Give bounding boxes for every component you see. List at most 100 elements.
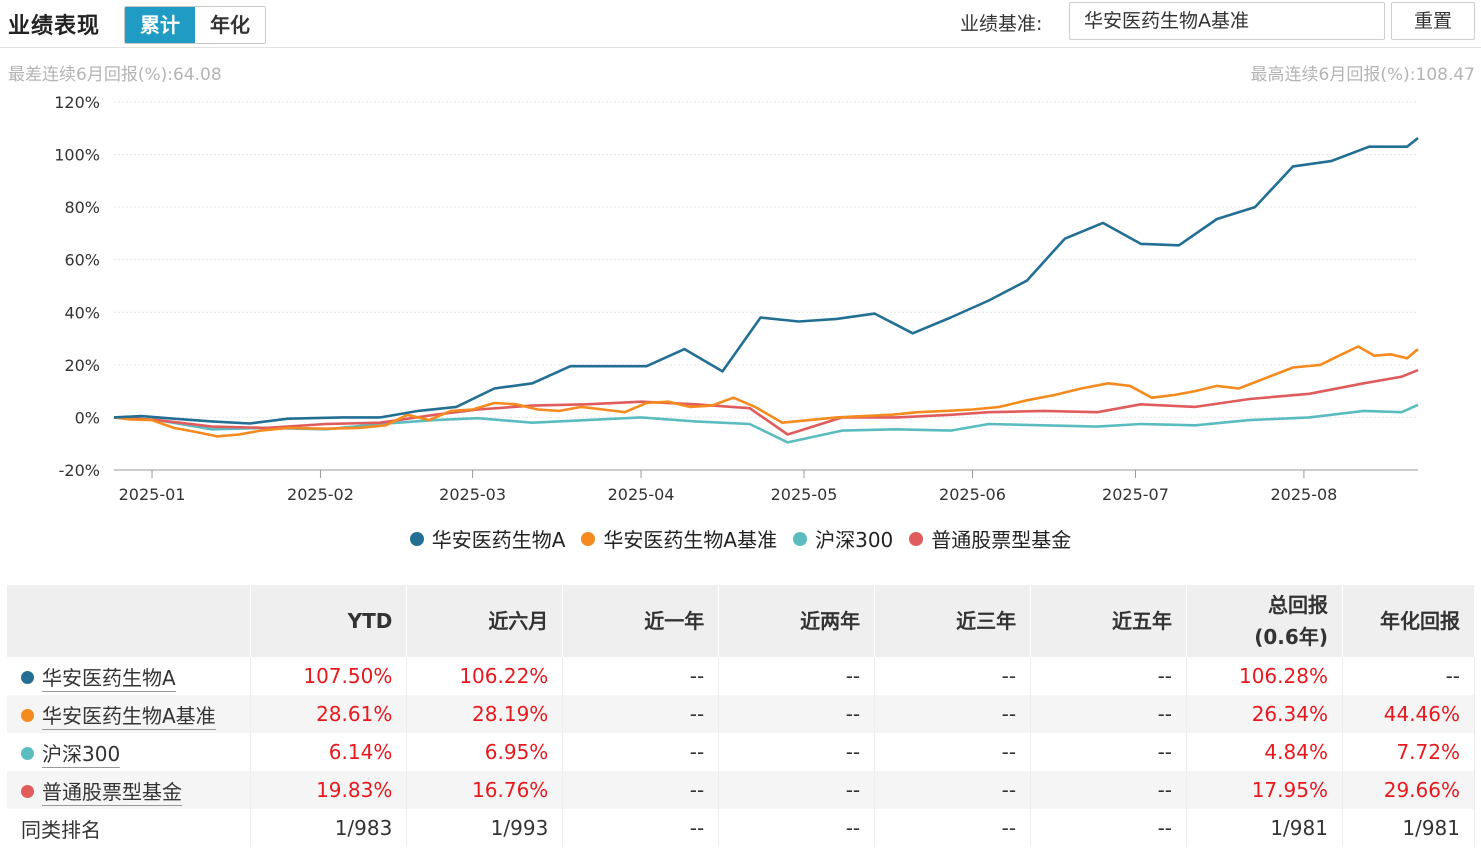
row-name-cell[interactable]: 普通股票型基金 [7, 771, 252, 809]
table-header-cell: YTD [250, 585, 408, 657]
table-cell: 1/983 [250, 809, 408, 847]
row-name-cell: 同类排名 [7, 809, 252, 847]
x-tick-label: 2025-05 [771, 485, 838, 504]
performance-chart[interactable]: -20% 0% 20% 40% 60% 80% 100% 120% 2025-01 2025-02… [0, 84, 1481, 514]
benchmark-select[interactable]: 华安医药生物A基准 [1069, 2, 1385, 40]
table-cell: 106.22% [406, 657, 564, 695]
table-cell: 1/981 [1342, 809, 1476, 847]
legend-label: 华安医药生物A [431, 528, 566, 552]
table-cell: -- [1030, 771, 1187, 809]
table-header-cell [7, 585, 252, 657]
legend-dot-icon [909, 531, 924, 546]
table-header-cell: 近一年 [562, 585, 720, 657]
section-title: 业绩表现 [8, 14, 101, 39]
y-tick-label: 0% [75, 408, 100, 427]
table-cell: -- [562, 695, 720, 733]
legend-item-3[interactable]: 普通股票型基金 [909, 524, 1071, 553]
table-cell: 29.66% [1342, 771, 1476, 809]
row-name-link[interactable]: 华安医药生物A [42, 665, 176, 692]
table-row: 普通股票型基金 19.83% 16.76% -- -- -- -- 17.95% 29.66% [7, 771, 1476, 809]
table-header-cell: 近六月 [406, 585, 564, 657]
row-name-cell[interactable]: 沪深300 [7, 733, 252, 771]
y-tick-label: 20% [64, 356, 100, 375]
row-name-link[interactable]: 沪深300 [42, 741, 121, 768]
table-row: 华安医药生物A基准 28.61% 28.19% -- -- -- -- 26.34% 44.46… [7, 695, 1476, 733]
x-tick-label: 2025-03 [439, 485, 506, 504]
y-tick-label: 100% [54, 146, 100, 165]
legend-item-2[interactable]: 沪深300 [793, 524, 893, 553]
table-cell: -- [1030, 809, 1187, 847]
table-row: 同类排名 1/983 1/993 -- -- -- -- 1/981 1/981 [7, 809, 1476, 847]
table-header-cell: 近两年 [718, 585, 876, 657]
table-cell: -- [874, 771, 1032, 809]
chart-legend: 华安医药生物A 华安医药生物A基准 沪深300 普通股票型基金 [0, 524, 1481, 553]
legend-label: 沪深300 [815, 528, 894, 552]
table-cell: 28.61% [250, 695, 408, 733]
table-cell: 7.72% [1342, 733, 1476, 771]
table-cell: 16.76% [406, 771, 564, 809]
series-line-1[interactable] [113, 345, 1419, 438]
tab-annualized[interactable]: 年化 [195, 7, 265, 43]
table-cell: -- [1342, 657, 1476, 695]
table-cell: 106.28% [1186, 657, 1343, 695]
reset-button[interactable]: 重置 [1391, 2, 1475, 40]
table-cell: -- [562, 809, 720, 847]
table-cell: -- [874, 809, 1032, 847]
table-cell: 1/993 [406, 809, 564, 847]
table-cell: 28.19% [406, 695, 564, 733]
y-tick-label: 60% [64, 251, 100, 270]
table-cell: -- [718, 809, 876, 847]
table-cell: -- [718, 733, 876, 771]
header: 业绩表现 累计 年化 业绩基准: 华安医药生物A基准 重置 [0, 0, 1481, 48]
table-cell: -- [1030, 733, 1187, 771]
row-dot-icon [21, 670, 34, 684]
row-name-link[interactable]: 普通股票型基金 [42, 779, 182, 806]
row-dot-icon [21, 708, 34, 722]
table-cell: -- [1030, 695, 1187, 733]
table-cell: -- [874, 695, 1032, 733]
table-header-cell: 年化回报 [1342, 585, 1476, 657]
series-line-2[interactable] [113, 403, 1419, 444]
table-cell: 44.46% [1342, 695, 1476, 733]
table-cell: -- [718, 657, 876, 695]
series-line-3[interactable] [113, 368, 1419, 436]
table-cell: 17.95% [1186, 771, 1343, 809]
row-name-cell[interactable]: 华安医药生物A [7, 657, 252, 695]
table-cell: 19.83% [250, 771, 408, 809]
legend-item-1[interactable]: 华安医药生物A基准 [581, 524, 777, 553]
x-tick-label: 2025-01 [119, 485, 186, 504]
table-cell: 26.34% [1186, 695, 1343, 733]
table-row: 沪深300 6.14% 6.95% -- -- -- -- 4.84% 7.72% [7, 733, 1476, 771]
performance-table: YTD 近六月 近一年 近两年 近三年 近五年 总回报 (0.6年) 年化回报 华安医药生物A 1… [7, 585, 1476, 847]
row-dot-icon [21, 784, 34, 798]
series-line-0[interactable] [113, 136, 1419, 425]
table-cell: -- [1030, 657, 1187, 695]
tab-cumulative[interactable]: 累计 [125, 7, 195, 43]
x-tick-label: 2025-04 [608, 485, 675, 504]
table-cell: 1/981 [1186, 809, 1343, 847]
table-cell: -- [562, 771, 720, 809]
worst-6m-return: 最差连续6月回报(%):64.08 [8, 65, 222, 85]
x-tick-label: 2025-07 [1102, 485, 1169, 504]
table-cell: -- [874, 733, 1032, 771]
table-cell: -- [562, 733, 720, 771]
legend-label: 华安医药生物A基准 [603, 528, 778, 552]
mode-toggle: 累计 年化 [124, 6, 266, 44]
table-cell: 4.84% [1186, 733, 1343, 771]
table-cell: -- [562, 657, 720, 695]
row-name-link[interactable]: 华安医药生物A基准 [42, 703, 216, 730]
legend-item-0[interactable]: 华安医药生物A [409, 524, 566, 553]
legend-dot-icon [793, 531, 808, 546]
y-tick-label: -20% [59, 461, 100, 480]
x-tick-label: 2025-08 [1270, 485, 1337, 504]
table-cell: 107.50% [250, 657, 408, 695]
table-header-row: YTD 近六月 近一年 近两年 近三年 近五年 总回报 (0.6年) 年化回报 [7, 585, 1476, 657]
row-name-cell[interactable]: 华安医药生物A基准 [7, 695, 252, 733]
y-tick-label: 120% [54, 93, 100, 112]
legend-label: 普通股票型基金 [931, 528, 1072, 552]
table-cell: -- [718, 771, 876, 809]
legend-dot-icon [581, 531, 596, 546]
table-cell: 6.14% [250, 733, 408, 771]
x-tick-label: 2025-02 [287, 485, 354, 504]
table-header-cell: 总回报 (0.6年) [1186, 585, 1343, 657]
